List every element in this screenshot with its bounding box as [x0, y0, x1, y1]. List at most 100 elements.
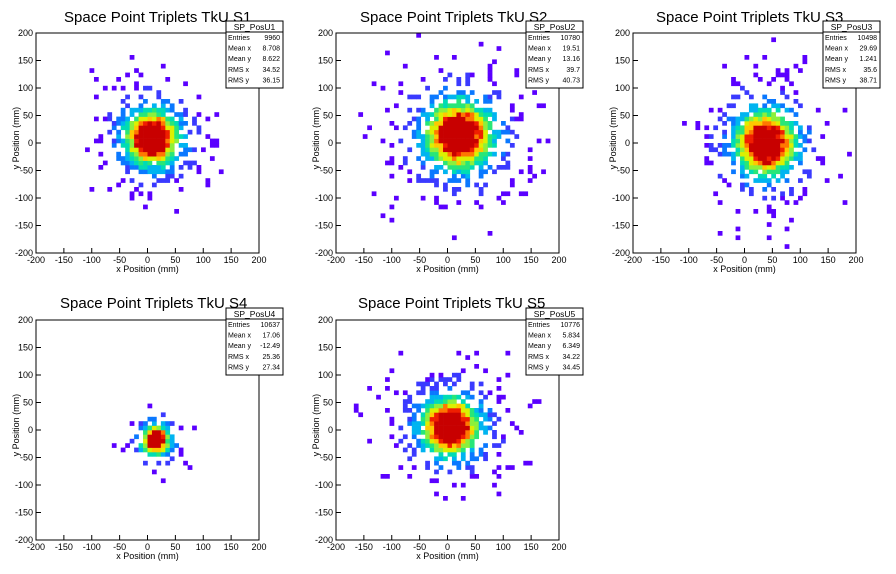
stats-name: SP_PosU4	[234, 309, 276, 319]
histogram-bin	[416, 33, 422, 38]
histogram-bin	[416, 381, 422, 387]
histogram-bin	[416, 425, 422, 431]
stats-name: SP_PosU3	[831, 22, 873, 32]
histogram-bin	[465, 416, 471, 422]
y-tick-label: -50	[320, 453, 333, 463]
histogram-bin	[451, 394, 457, 400]
histogram-bin	[771, 125, 777, 131]
histogram-bin	[434, 178, 439, 183]
histogram-bin	[165, 151, 171, 157]
histogram-bin	[416, 143, 422, 148]
histogram-bin	[492, 482, 497, 488]
histogram-bin	[762, 147, 768, 153]
histogram-bin	[474, 156, 480, 161]
y-axis-label: y Position (mm)	[11, 394, 21, 457]
histogram-bin	[429, 394, 435, 400]
histogram-bin	[438, 147, 444, 153]
histogram-bin	[784, 68, 790, 73]
histogram-bin	[447, 134, 453, 139]
histogram-bin	[425, 129, 430, 135]
histogram-bin	[147, 160, 153, 166]
histogram-bin	[147, 434, 153, 440]
histogram-bin	[443, 403, 448, 409]
stats-label-mean-x: Mean x	[528, 46, 551, 53]
histogram-bin	[460, 496, 466, 501]
histogram-bin	[434, 460, 439, 466]
histogram-bin	[438, 372, 444, 378]
histogram-bin	[465, 121, 471, 126]
histogram-bin	[416, 438, 422, 444]
histogram-bin	[129, 138, 135, 144]
stats-value-entries: 10498	[858, 35, 878, 42]
histogram-bin	[160, 165, 166, 170]
stats-value-mean-x: 19.51	[562, 46, 580, 53]
histogram-bin	[806, 138, 812, 144]
x-tick-label: -200	[624, 255, 642, 265]
histogram-bin	[722, 147, 727, 153]
histogram-bin	[744, 116, 750, 122]
histogram-bin	[443, 147, 448, 153]
histogram-bin	[465, 403, 471, 409]
histogram-bin	[501, 434, 506, 440]
histogram-bin	[380, 474, 386, 479]
histogram-bin	[147, 430, 153, 435]
histogram-bin	[443, 187, 448, 192]
histogram-bin	[160, 421, 166, 426]
histogram-bin	[134, 160, 139, 166]
histogram-bin	[447, 121, 453, 126]
y-tick-label: 0	[328, 425, 333, 435]
histogram-bin	[789, 147, 794, 153]
histogram-bin	[527, 156, 533, 161]
histogram-bin	[129, 121, 135, 126]
histogram-bin	[775, 116, 781, 122]
histogram-bin	[748, 156, 754, 161]
histogram-bin	[438, 403, 444, 409]
histogram-bin	[766, 204, 772, 210]
histogram-bin	[780, 129, 785, 135]
histogram-bin	[456, 156, 462, 161]
histogram-bin	[443, 421, 448, 426]
stats-value-rms-y: 38.71	[859, 77, 877, 84]
histogram-bin	[143, 147, 148, 153]
histogram-bin	[116, 156, 122, 161]
histogram-bin	[824, 178, 830, 183]
histogram-bin	[160, 151, 166, 157]
histogram-bin	[704, 134, 710, 139]
stats-label-rms-y: RMS y	[528, 364, 550, 371]
histogram-bin	[748, 143, 754, 148]
histogram-bin	[438, 165, 444, 170]
stats-label-rms-x: RMS x	[228, 67, 250, 74]
histogram-bin	[478, 421, 484, 426]
histogram-bin	[775, 165, 781, 170]
histogram-bin	[169, 447, 175, 453]
histogram-bin	[111, 85, 117, 91]
histogram-bin	[169, 107, 175, 113]
histogram-bin	[487, 134, 493, 139]
histogram-bin	[757, 112, 763, 117]
histogram-bin	[527, 169, 533, 175]
histogram-bin	[483, 147, 488, 153]
histogram-bin	[425, 425, 430, 431]
histogram-bin	[120, 99, 126, 104]
histogram-bin	[143, 129, 148, 135]
histogram-bin	[469, 394, 475, 400]
histogram-bin	[353, 408, 359, 413]
histogram-bin	[478, 160, 484, 166]
histogram-bin	[429, 156, 435, 161]
histogram-bin	[514, 134, 520, 139]
histogram-bin	[793, 156, 799, 161]
histogram-bin	[460, 403, 466, 409]
histogram-bin	[501, 151, 506, 157]
histogram-bin	[478, 112, 484, 117]
histogram-bin	[536, 399, 542, 404]
stats-label-rms-y: RMS y	[825, 77, 847, 84]
histogram-bin	[429, 478, 435, 484]
histogram-bin	[407, 456, 413, 462]
histogram-bin	[492, 138, 497, 144]
stats-value-mean-y: 6.349	[562, 343, 580, 350]
histogram-bin	[771, 129, 777, 135]
histogram-bin	[129, 165, 135, 170]
histogram-panel-u3: Space Point Triplets TkU S3-200 -150 -100-…	[608, 9, 881, 274]
histogram-bin	[447, 412, 453, 418]
histogram-bin	[478, 425, 484, 431]
